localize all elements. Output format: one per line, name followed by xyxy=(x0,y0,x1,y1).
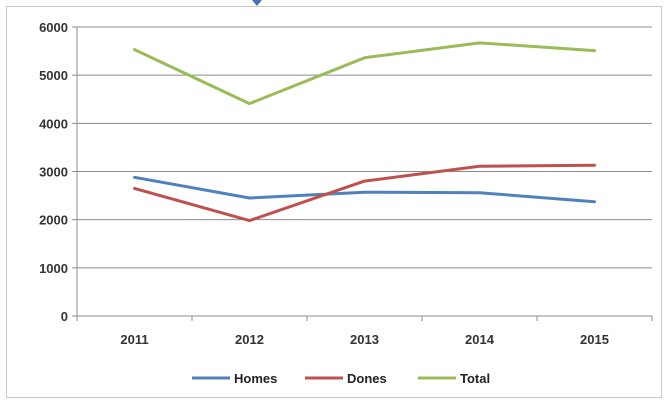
y-tick-label-2: 2000 xyxy=(39,213,68,228)
x-tick-label-0: 2011 xyxy=(120,332,148,347)
x-tick-label-4: 2015 xyxy=(580,332,609,347)
y-tick-label-1: 1000 xyxy=(39,261,68,276)
series-line-total xyxy=(133,41,596,106)
legend-label-dones: Dones xyxy=(347,371,387,386)
x-tick-label-1: 2012 xyxy=(235,332,264,347)
series-line-dones xyxy=(133,163,596,223)
y-tick-label-6: 6000 xyxy=(39,20,68,35)
x-tick-label-3: 2014 xyxy=(465,332,495,347)
legend-label-total: Total xyxy=(460,371,490,386)
top-marker-icon xyxy=(252,0,262,6)
y-tick-label-0: 0 xyxy=(61,309,68,324)
legend-label-homes: Homes xyxy=(234,371,277,386)
y-tick-label-3: 3000 xyxy=(39,165,68,180)
x-tick-label-2: 2013 xyxy=(350,332,379,347)
y-tick-label-4: 4000 xyxy=(39,116,68,131)
series-line-homes xyxy=(133,175,596,204)
y-tick-label-5: 5000 xyxy=(39,68,68,83)
